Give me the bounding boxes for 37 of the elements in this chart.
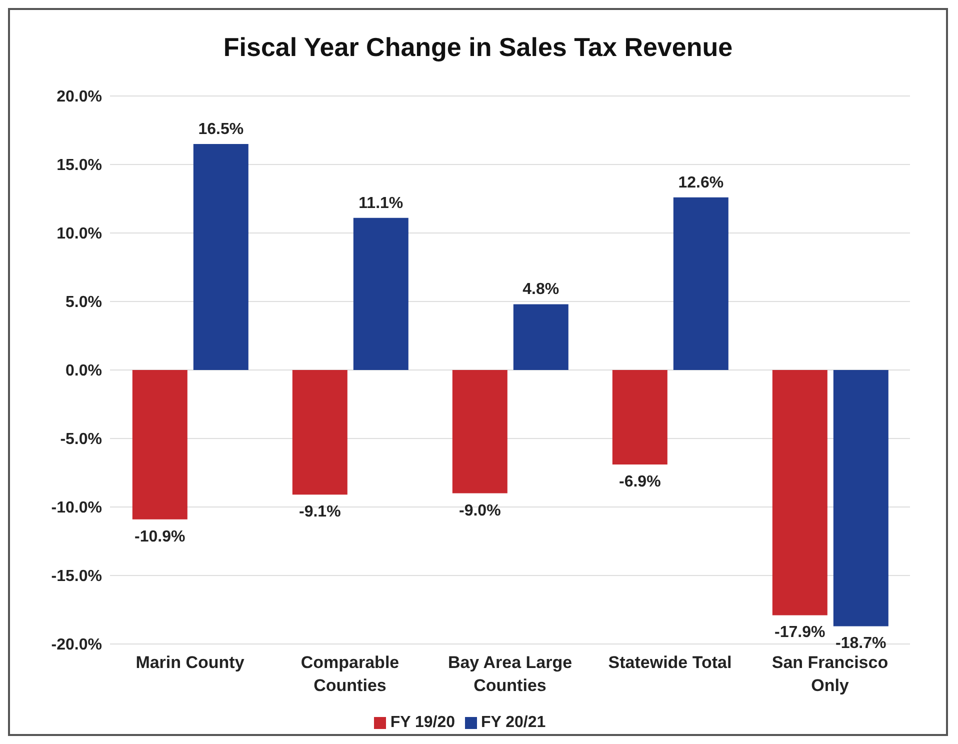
y-tick-label: 15.0%: [56, 157, 102, 174]
legend-label: FY 19/20: [390, 714, 455, 731]
bar: [353, 218, 408, 370]
data-label: 11.1%: [358, 194, 404, 212]
bar: [193, 144, 248, 370]
bar: [833, 370, 888, 626]
legend-label: FY 20/21: [481, 714, 546, 731]
y-tick-label: -15.0%: [51, 568, 102, 586]
data-label: -6.9%: [619, 474, 661, 491]
y-tick-label: 5.0%: [66, 294, 102, 312]
x-tick-label: Marin County: [136, 653, 245, 672]
y-tick-label: 0.0%: [66, 362, 102, 380]
data-label: 4.8%: [522, 281, 560, 298]
data-label: -18.7%: [836, 635, 886, 652]
y-tick-label: -10.0%: [51, 500, 102, 517]
chart-title: Fiscal Year Change in Sales Tax Revenue: [222, 31, 734, 64]
y-tick-label: -20.0%: [51, 636, 102, 654]
bar: [292, 370, 348, 495]
y-tick-label: 20.0%: [56, 88, 102, 106]
y-tick-label: -5.0%: [60, 431, 102, 448]
x-tick-label: San Francisco Only: [772, 653, 888, 695]
bar: [673, 197, 728, 370]
data-label: -17.9%: [774, 624, 826, 642]
bar: [612, 370, 668, 465]
data-label: -10.9%: [134, 528, 186, 546]
data-label: 12.6%: [678, 174, 724, 192]
data-label: -9.1%: [299, 504, 341, 521]
bar: [452, 370, 508, 494]
data-label: -9.0%: [459, 502, 501, 520]
x-tick-label: Statewide Total: [608, 653, 732, 672]
x-tick-label: Comparable Counties: [300, 653, 400, 695]
y-tick-label: 10.0%: [56, 226, 102, 243]
bar: [513, 304, 568, 370]
bar: [772, 370, 828, 616]
bar: [132, 370, 188, 520]
data-label: 16.5%: [198, 120, 244, 138]
x-tick-label: Bay Area Large Counties: [448, 653, 572, 695]
